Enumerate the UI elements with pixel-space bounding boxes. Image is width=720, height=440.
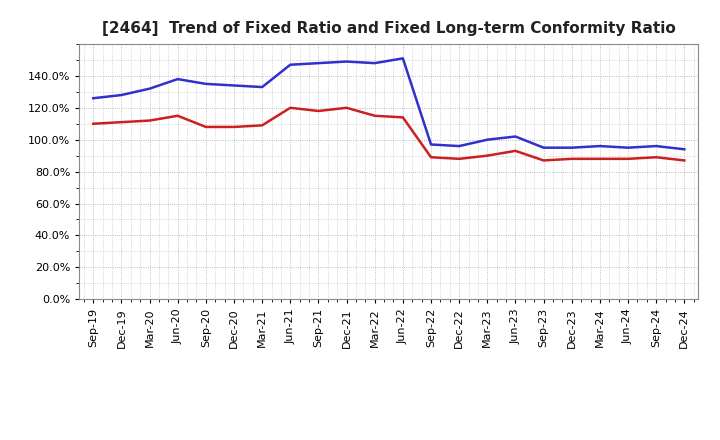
Fixed Ratio xyxy=(455,143,464,149)
Fixed Ratio xyxy=(202,81,210,87)
Line: Fixed Ratio: Fixed Ratio xyxy=(94,59,684,149)
Line: Fixed Long-term Conformity Ratio: Fixed Long-term Conformity Ratio xyxy=(94,108,684,161)
Fixed Long-term Conformity Ratio xyxy=(230,124,238,129)
Fixed Long-term Conformity Ratio xyxy=(652,154,660,160)
Fixed Ratio xyxy=(483,137,492,142)
Fixed Long-term Conformity Ratio xyxy=(89,121,98,126)
Fixed Long-term Conformity Ratio xyxy=(567,156,576,161)
Fixed Ratio xyxy=(427,142,436,147)
Fixed Ratio xyxy=(511,134,520,139)
Fixed Long-term Conformity Ratio xyxy=(539,158,548,163)
Title: [2464]  Trend of Fixed Ratio and Fixed Long-term Conformity Ratio: [2464] Trend of Fixed Ratio and Fixed Lo… xyxy=(102,21,675,36)
Fixed Ratio xyxy=(89,95,98,101)
Fixed Long-term Conformity Ratio xyxy=(624,156,632,161)
Fixed Long-term Conformity Ratio xyxy=(511,148,520,154)
Fixed Ratio xyxy=(567,145,576,150)
Fixed Long-term Conformity Ratio xyxy=(202,124,210,129)
Fixed Long-term Conformity Ratio xyxy=(342,105,351,110)
Fixed Long-term Conformity Ratio xyxy=(286,105,294,110)
Fixed Ratio xyxy=(230,83,238,88)
Fixed Long-term Conformity Ratio xyxy=(680,158,688,163)
Fixed Ratio xyxy=(680,147,688,152)
Fixed Long-term Conformity Ratio xyxy=(174,113,182,118)
Fixed Ratio xyxy=(399,56,408,61)
Fixed Ratio xyxy=(370,60,379,66)
Fixed Long-term Conformity Ratio xyxy=(483,153,492,158)
Fixed Long-term Conformity Ratio xyxy=(314,108,323,114)
Fixed Ratio xyxy=(342,59,351,64)
Fixed Ratio xyxy=(286,62,294,67)
Fixed Ratio xyxy=(624,145,632,150)
Fixed Ratio xyxy=(539,145,548,150)
Fixed Long-term Conformity Ratio xyxy=(370,113,379,118)
Fixed Ratio xyxy=(595,143,604,149)
Fixed Ratio xyxy=(145,86,154,92)
Fixed Ratio xyxy=(258,84,266,90)
Fixed Ratio xyxy=(314,60,323,66)
Fixed Long-term Conformity Ratio xyxy=(145,118,154,123)
Fixed Long-term Conformity Ratio xyxy=(455,156,464,161)
Fixed Long-term Conformity Ratio xyxy=(258,123,266,128)
Fixed Ratio xyxy=(652,143,660,149)
Fixed Ratio xyxy=(174,77,182,82)
Fixed Long-term Conformity Ratio xyxy=(427,154,436,160)
Fixed Long-term Conformity Ratio xyxy=(117,120,126,125)
Fixed Long-term Conformity Ratio xyxy=(595,156,604,161)
Fixed Ratio xyxy=(117,92,126,98)
Fixed Long-term Conformity Ratio xyxy=(399,115,408,120)
